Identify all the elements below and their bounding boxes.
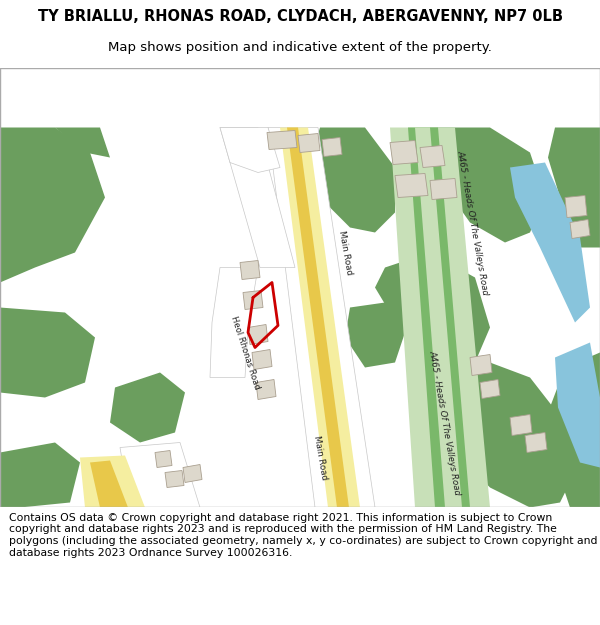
- Polygon shape: [470, 354, 492, 376]
- Polygon shape: [408, 127, 470, 508]
- Polygon shape: [220, 127, 295, 268]
- Polygon shape: [480, 379, 500, 399]
- Polygon shape: [555, 342, 600, 468]
- Polygon shape: [565, 196, 587, 218]
- Polygon shape: [248, 324, 268, 344]
- Text: Contains OS data © Crown copyright and database right 2021. This information is : Contains OS data © Crown copyright and d…: [9, 513, 598, 558]
- Polygon shape: [390, 141, 418, 164]
- Polygon shape: [510, 414, 532, 436]
- Polygon shape: [90, 461, 128, 508]
- Polygon shape: [420, 146, 445, 168]
- Polygon shape: [252, 349, 272, 369]
- Polygon shape: [570, 219, 590, 239]
- Polygon shape: [395, 174, 428, 198]
- Text: A465 - Heads Of The Valleys Road: A465 - Heads Of The Valleys Road: [428, 349, 462, 496]
- Polygon shape: [120, 442, 200, 508]
- Polygon shape: [525, 432, 547, 452]
- Polygon shape: [220, 127, 280, 172]
- Polygon shape: [510, 162, 590, 322]
- Polygon shape: [80, 456, 145, 508]
- Text: Main Road: Main Road: [337, 229, 353, 276]
- Polygon shape: [243, 291, 263, 309]
- Polygon shape: [430, 179, 457, 199]
- Polygon shape: [165, 471, 184, 488]
- Text: Map shows position and indicative extent of the property.: Map shows position and indicative extent…: [108, 41, 492, 54]
- Polygon shape: [298, 134, 320, 152]
- Polygon shape: [155, 451, 172, 468]
- Polygon shape: [280, 127, 360, 508]
- Polygon shape: [268, 127, 375, 508]
- Polygon shape: [287, 127, 349, 508]
- Text: A465 - Heads Of The Valleys Road: A465 - Heads Of The Valleys Road: [456, 149, 490, 296]
- Text: Main Road: Main Road: [311, 434, 328, 481]
- Polygon shape: [256, 379, 276, 399]
- Text: TY BRIALLU, RHONAS ROAD, CLYDACH, ABERGAVENNY, NP7 0LB: TY BRIALLU, RHONAS ROAD, CLYDACH, ABERGA…: [37, 9, 563, 24]
- Polygon shape: [390, 127, 490, 508]
- Polygon shape: [322, 138, 342, 156]
- Polygon shape: [240, 261, 260, 279]
- Polygon shape: [210, 268, 258, 378]
- Polygon shape: [415, 127, 462, 508]
- Polygon shape: [267, 131, 297, 149]
- Text: Heol Rhonas Road: Heol Rhonas Road: [229, 314, 261, 391]
- Polygon shape: [183, 464, 202, 482]
